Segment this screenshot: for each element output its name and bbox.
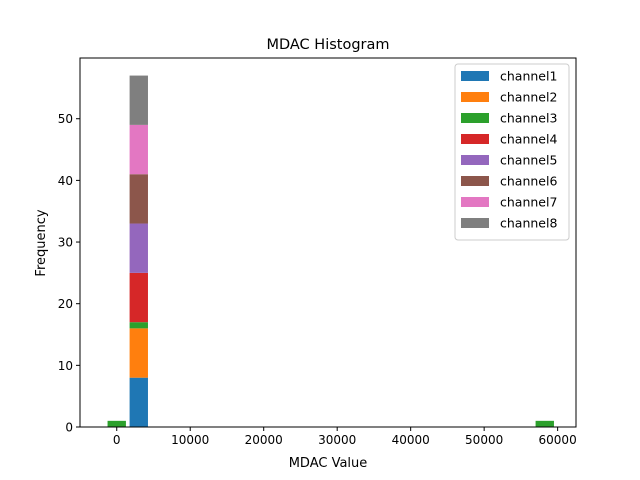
- bars-group: [107, 75, 554, 427]
- bar-channel4-bin-1: [129, 272, 148, 323]
- legend-swatch-channel8: [461, 218, 489, 228]
- legend-label-channel1: channel1: [500, 69, 557, 84]
- y-axis-ticks: 0 10 20 30 40 50: [58, 112, 80, 435]
- bar-channel1-bin-1: [129, 377, 148, 427]
- x-tick-label: 60000: [539, 433, 577, 447]
- legend-label-channel7: channel7: [500, 195, 557, 210]
- y-tick-label: 50: [58, 112, 73, 126]
- bar-channel6-bin-1: [129, 174, 148, 224]
- x-axis-ticks: 0 10000 20000 30000 40000 50000 60000: [113, 427, 577, 447]
- legend-swatch-channel6: [461, 176, 489, 186]
- bar-channel8-bin-1: [129, 75, 148, 125]
- legend-box: [454, 63, 570, 241]
- legend-label-channel2: channel2: [500, 90, 557, 105]
- y-tick-label: 0: [65, 421, 73, 435]
- legend-swatch-channel2: [461, 92, 489, 102]
- y-tick-label: 40: [58, 174, 73, 188]
- x-tick-label: 0: [113, 433, 121, 447]
- bar-channel2-bin-1: [129, 328, 148, 378]
- legend-swatch-channel1: [461, 71, 489, 81]
- x-tick-label: 40000: [392, 433, 430, 447]
- bar-channel7-bin-1: [129, 124, 148, 175]
- x-tick-label: 30000: [318, 433, 356, 447]
- y-axis-label: Frequency: [34, 209, 49, 276]
- bar-channel3-bin-0: [107, 420, 126, 427]
- x-axis-label: MDAC Value: [289, 456, 368, 471]
- legend-label-channel8: channel8: [500, 216, 557, 231]
- chart-title: MDAC Histogram: [266, 37, 389, 53]
- x-tick-label: 10000: [171, 433, 209, 447]
- legend-label-channel5: channel5: [500, 153, 557, 168]
- x-tick-label: 20000: [245, 433, 283, 447]
- legend-label-channel6: channel6: [500, 174, 557, 189]
- legend: channel1 channel2 channel3 channel4 channel5…: [454, 63, 570, 241]
- bar-channel3-bin-2: [535, 420, 554, 427]
- y-tick-label: 20: [58, 297, 73, 311]
- y-tick-label: 10: [58, 359, 73, 373]
- bar-channel3-bin-1: [129, 322, 148, 329]
- legend-swatch-channel5: [461, 155, 489, 165]
- legend-label-channel3: channel3: [500, 111, 557, 126]
- legend-swatch-channel7: [461, 197, 489, 207]
- x-tick-label: 50000: [465, 433, 503, 447]
- bar-channel5-bin-1: [129, 223, 148, 273]
- y-tick-label: 30: [58, 236, 73, 250]
- legend-swatch-channel4: [461, 134, 489, 144]
- legend-label-channel4: channel4: [500, 132, 557, 147]
- legend-swatch-channel3: [461, 113, 489, 123]
